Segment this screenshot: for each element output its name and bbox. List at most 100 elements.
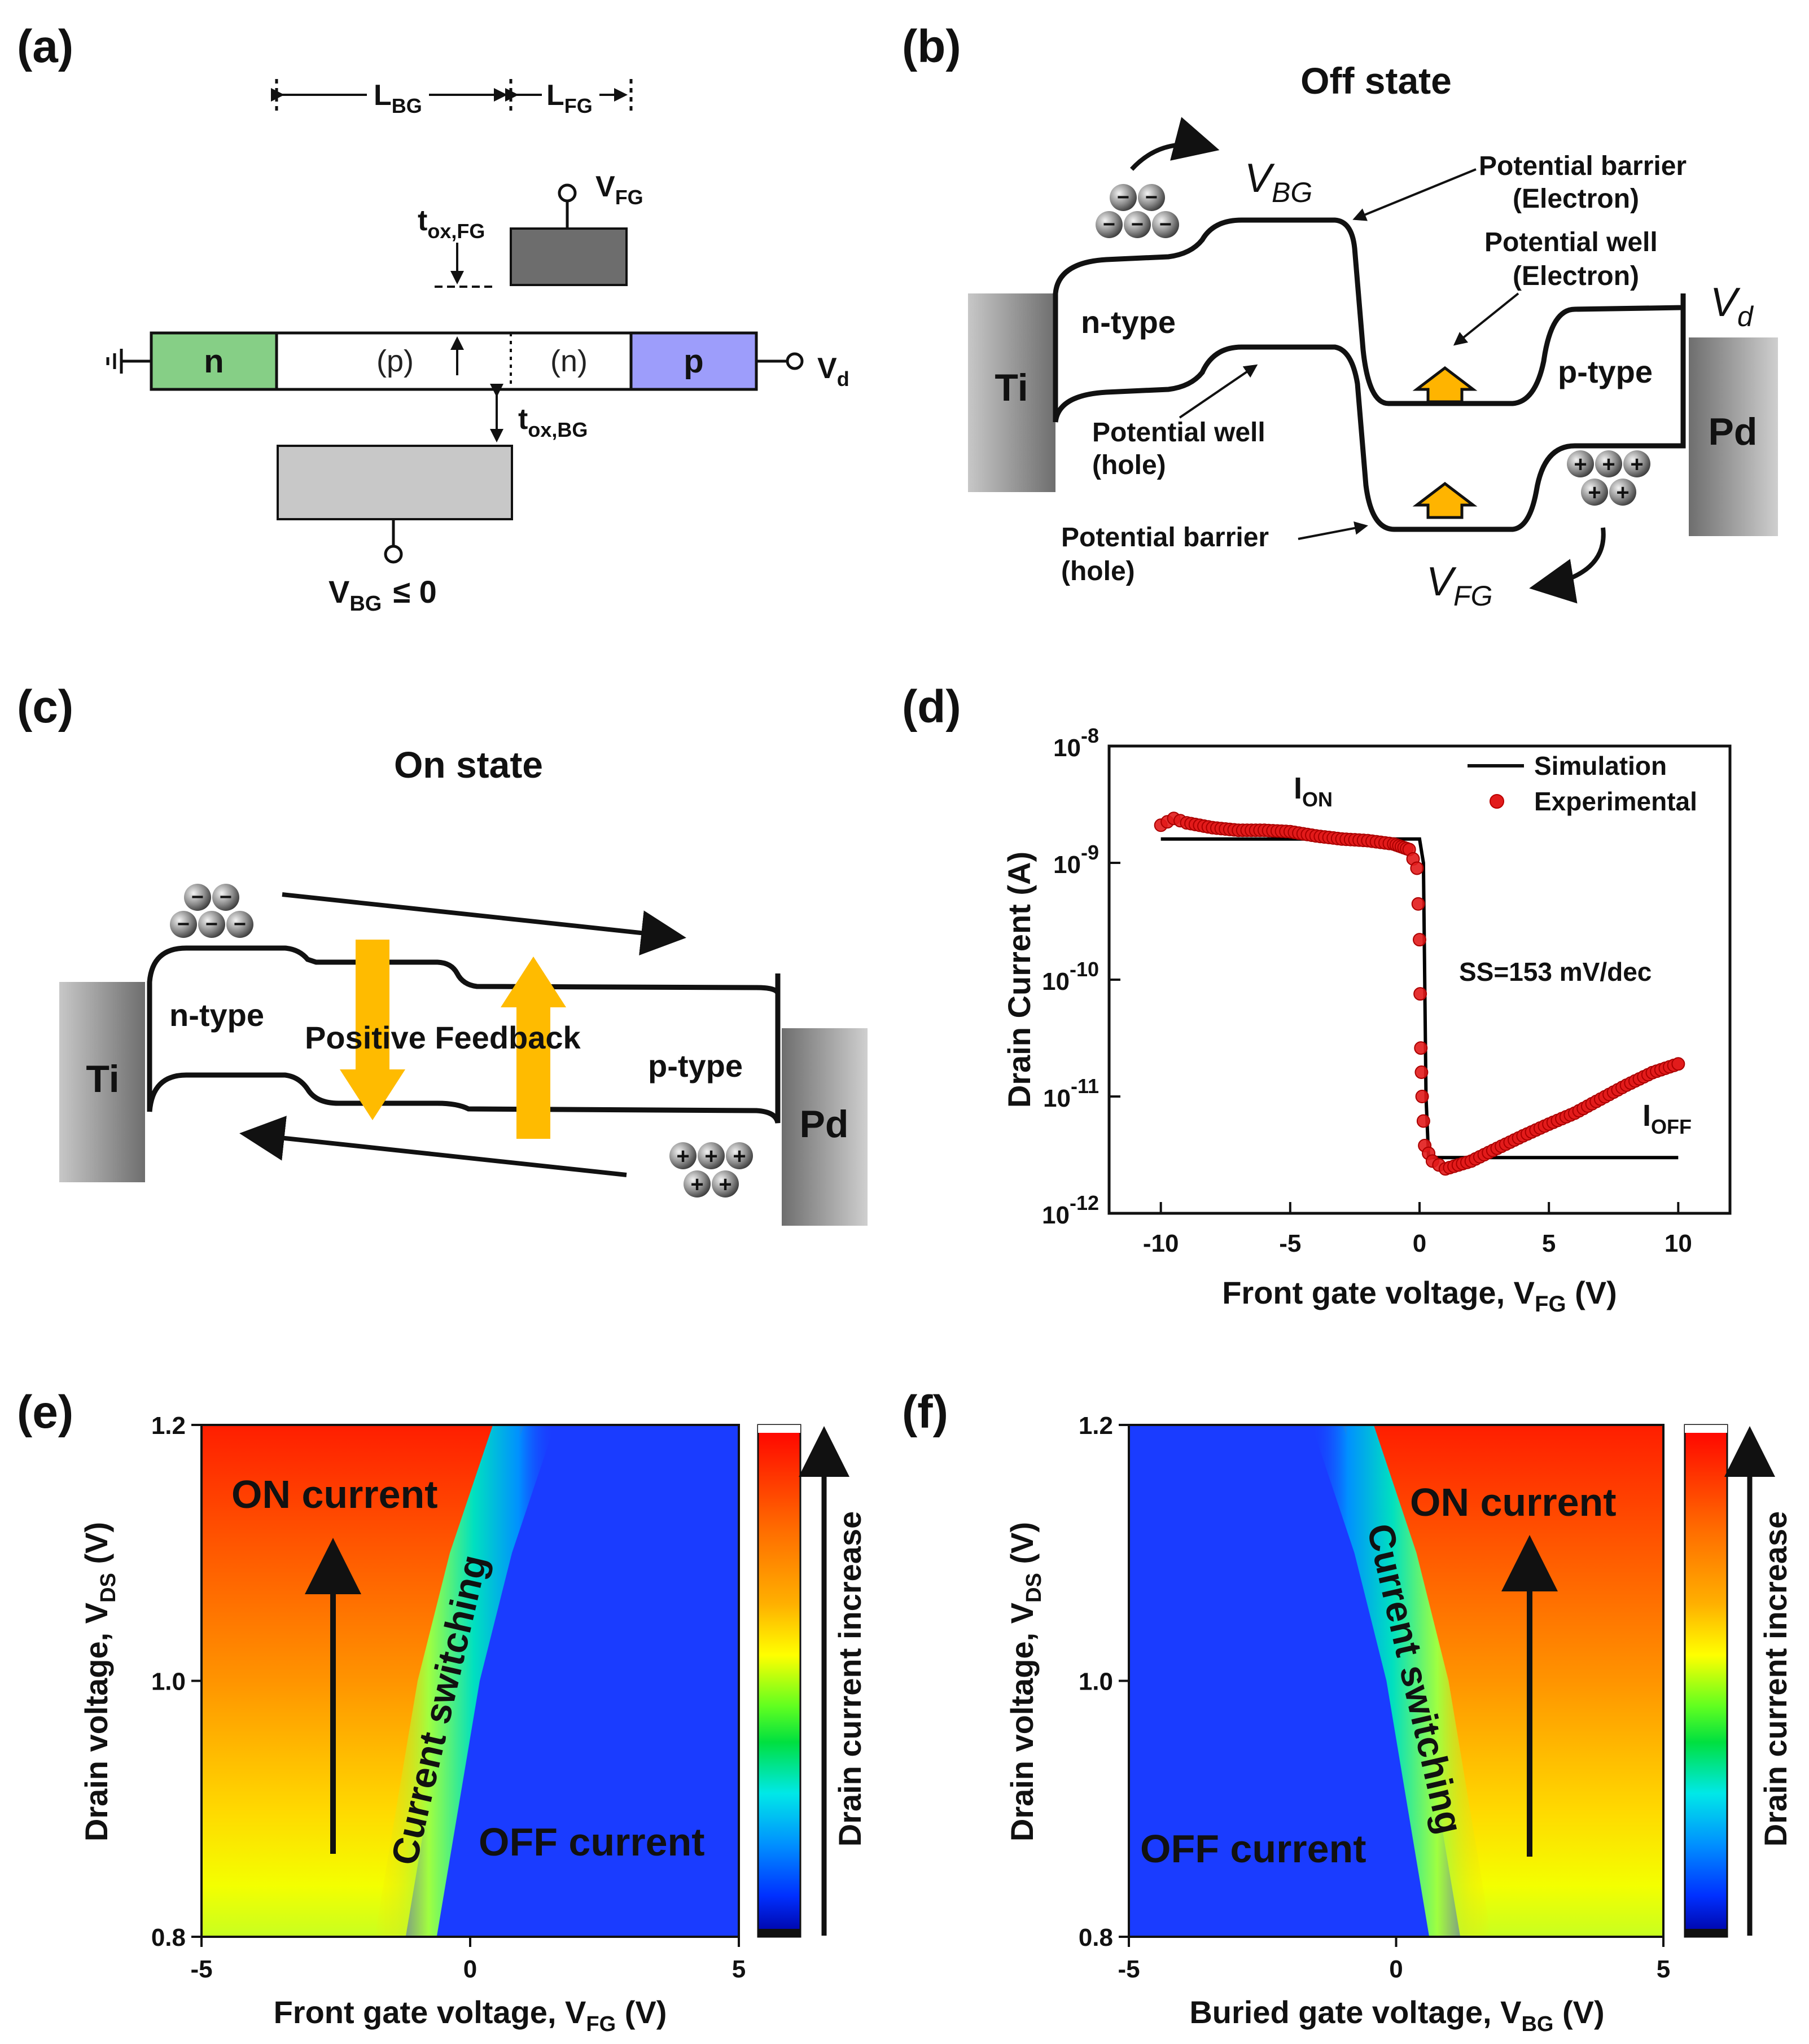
conduction-band-c [147, 945, 781, 1112]
svg-text:−: − [234, 913, 246, 936]
hole-cluster-c: + + + + + [669, 1142, 753, 1198]
heatmap-e [202, 1425, 739, 1937]
colorbar-bottom-e [758, 1929, 800, 1937]
on-region-f [1342, 1425, 1663, 1937]
svg-text:+: + [1616, 480, 1629, 505]
x-tick-label: 0 [1389, 1955, 1403, 1983]
vfg-label: VFG [595, 170, 643, 209]
induced-p-label: (p) [376, 344, 414, 378]
svg-text:−: − [1117, 186, 1129, 209]
legend-marker-experimental [1490, 794, 1504, 809]
colorbar-bottom-f [1685, 1929, 1727, 1937]
barrier-h-label-2: (hole) [1061, 556, 1135, 586]
vbg-terminal [384, 545, 403, 564]
colorbar-f [1684, 1424, 1728, 1938]
n-region [150, 331, 278, 391]
experimental-point [1671, 1057, 1685, 1071]
experimental-point [1410, 861, 1424, 875]
up-arrow-icon [501, 957, 566, 1139]
off-state-title: Off state [1300, 60, 1452, 102]
experimental-point [1413, 933, 1426, 947]
vd-label: Vd [817, 352, 849, 391]
barrier-e-arrow [1352, 168, 1477, 221]
off-current-label-f: OFF current [1140, 1827, 1366, 1871]
lbg-label: LBG [374, 79, 422, 117]
panel-label-e: (e) [17, 1387, 73, 1438]
y-tick-label: 1.0 [1079, 1668, 1113, 1696]
y-tick-label: 10-8 [1053, 724, 1099, 762]
barrier-h-label-1: Potential barrier [1061, 523, 1269, 552]
panel-c: (c) On state Ti Pd n-type p-type Positiv… [17, 681, 868, 1226]
x-tick-label: -5 [190, 1955, 212, 1983]
up-arrow-icon [1412, 481, 1478, 519]
hole-cluster-b: + + + + + [1567, 450, 1650, 506]
front-gate-block [510, 227, 628, 286]
experimental-point [1414, 1041, 1428, 1055]
svg-text:+: + [704, 1144, 717, 1169]
svg-text:−: − [1145, 186, 1158, 209]
ticks-d: -10 -5 0 5 10 10-8 10-9 10-10 10-11 10-12 [1042, 724, 1692, 1257]
x-tick-label: 10 [1665, 1230, 1692, 1257]
ptype-label-c: p-type [648, 1048, 743, 1084]
electron-reflect-arrow [1130, 117, 1220, 171]
legend-label-experimental: Experimental [1534, 787, 1697, 816]
experimental-point [1416, 1114, 1430, 1128]
colorbar-label-f: Drain current increase [1758, 1511, 1793, 1846]
experimental-point [1414, 1065, 1429, 1080]
experimental-point [1413, 987, 1427, 1001]
x-tick-label: -5 [1279, 1230, 1301, 1257]
on-region-e [202, 1425, 524, 1937]
well-h-arrow [1179, 364, 1258, 419]
colorbar-label-e: Drain current increase [832, 1511, 868, 1846]
vd-label-b: Vd [1710, 280, 1754, 332]
pd-contact-b [1689, 337, 1778, 536]
ti-contact-b [968, 293, 1055, 492]
experimental-series [1154, 812, 1685, 1176]
well-e-arrow [1453, 292, 1519, 346]
panel-a: (a) LBG LFG VFG tox,FG n p (p) (n) [17, 21, 849, 616]
vfg-terminal [558, 183, 577, 203]
panel-d: (d) -10 -5 0 5 10 10-8 10-9 10-10 10-11 10-12 Fro… [902, 681, 1732, 1317]
ntype-label-b: n-type [1081, 304, 1176, 340]
vfg-label-b: VFG [1426, 559, 1492, 612]
ti-label-c: Ti [86, 1058, 119, 1100]
x-tick-label: -10 [1143, 1230, 1179, 1257]
barrier-e-label-2: (Electron) [1513, 184, 1639, 214]
hole-reflect-arrow [1529, 527, 1606, 604]
y-tick-label: 10-10 [1042, 958, 1099, 995]
svg-text:−: − [220, 885, 232, 909]
x-tick-label: 0 [1413, 1230, 1426, 1257]
vbg-label-b: VBG [1245, 156, 1312, 208]
svg-text:+: + [733, 1144, 746, 1169]
n-label: n [204, 343, 224, 380]
x-tick-label: 5 [732, 1955, 746, 1983]
well-e-label-1: Potential well [1484, 227, 1658, 257]
switch-band-f [1311, 1425, 1492, 1937]
y-tick-label: 0.8 [1079, 1924, 1113, 1951]
panel-label-b: (b) [902, 21, 961, 72]
panel-e: (e) -5 0 5 0.8 1.0 1.2 ON current OFF current… [17, 1387, 868, 2036]
down-arrow-icon [340, 940, 405, 1120]
ss-label: SS=153 mV/dec [1459, 957, 1652, 986]
y-axis-label-f: Drain voltage, VDS (V) [1004, 1522, 1046, 1841]
x-axis-label-d: Front gate voltage, VFG (V) [1222, 1275, 1617, 1317]
ptype-label-b: p-type [1558, 354, 1653, 389]
panel-label-d: (d) [902, 681, 961, 732]
well-h-label-1: Potential well [1092, 418, 1265, 448]
positive-feedback-label: Positive Feedback [305, 1020, 581, 1055]
panel-label-c: (c) [17, 681, 73, 732]
ntype-label-c: n-type [169, 997, 264, 1033]
electron-cluster-b: − − − − − [1096, 184, 1179, 238]
svg-text:−: − [1103, 213, 1115, 236]
y-tick-label: 10-12 [1042, 1191, 1099, 1229]
toxfg-label: tox,FG [418, 204, 485, 243]
svg-text:−: − [191, 885, 204, 909]
valence-band-b [1053, 293, 1686, 532]
toxbg-label: tox,BG [518, 403, 588, 441]
well-h-label-2: (hole) [1092, 450, 1166, 480]
heatmap-f [1129, 1425, 1663, 1937]
y-axis-label-e: Drain voltage, VDS (V) [78, 1522, 120, 1841]
ti-contact-c [59, 982, 145, 1182]
experimental-point [1411, 897, 1425, 911]
